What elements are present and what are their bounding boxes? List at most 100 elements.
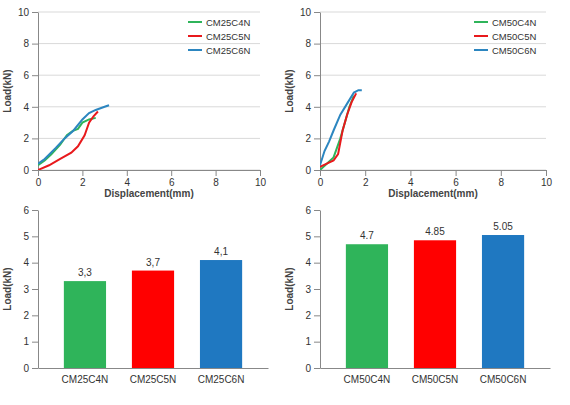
- tick-label: 6: [169, 177, 175, 188]
- series-line: [38, 112, 98, 170]
- tick-label: 10: [541, 177, 553, 188]
- bar: [132, 271, 174, 368]
- grid-line: [320, 138, 546, 139]
- tick: 2: [305, 310, 320, 321]
- tick-mark: [32, 75, 38, 76]
- tick-mark: [32, 315, 38, 316]
- tick-mark: [32, 44, 38, 45]
- legend-swatch: [474, 21, 488, 23]
- tick-label: 4: [305, 102, 311, 113]
- tick-mark: [32, 368, 38, 369]
- tick: 0: [305, 165, 320, 176]
- legend-swatch: [474, 35, 488, 37]
- legend-label: CM50C5N: [492, 31, 536, 42]
- legend-item: CM25C5N: [188, 31, 250, 42]
- legend-label: CM50C6N: [492, 45, 536, 56]
- tick: 6: [305, 205, 320, 216]
- data-label: 4.7: [360, 230, 374, 241]
- tick-mark: [314, 12, 320, 13]
- tick-label: CM25C4N: [62, 374, 109, 385]
- grid-line: [320, 106, 546, 107]
- tick-mark: [314, 44, 320, 45]
- grid-line: [38, 138, 260, 139]
- tick-label: 4: [125, 177, 131, 188]
- tick: 8: [499, 170, 505, 188]
- tick: 10: [300, 7, 320, 18]
- tick-label: 10: [18, 7, 30, 18]
- grid-line: [38, 170, 260, 171]
- tick: 10: [255, 170, 267, 188]
- x-axis: 0246810: [318, 170, 553, 188]
- tick-label: 6: [453, 177, 459, 188]
- grid-line: [38, 106, 260, 107]
- tick-label: CM50C6N: [480, 374, 527, 385]
- tick-label: 8: [213, 177, 219, 188]
- tick-mark: [127, 170, 128, 176]
- tick: CM50C5N: [412, 368, 459, 385]
- tick-mark: [365, 170, 366, 176]
- series-line: [320, 90, 362, 165]
- axis-line: [321, 368, 551, 369]
- tick-label: 0: [23, 165, 29, 176]
- tick: 8: [23, 38, 38, 49]
- tick-label: 5: [23, 231, 29, 242]
- tick-mark: [320, 170, 321, 176]
- plot-area: [38, 105, 109, 170]
- panel: 0246810Load(kN)0246810Displacement(mm)CM…: [284, 7, 552, 199]
- legend-item: CM25C4N: [188, 17, 250, 28]
- tick-label: 2: [305, 133, 311, 144]
- tick: 0: [318, 170, 324, 188]
- tick: 6: [23, 205, 38, 216]
- legend-swatch: [188, 21, 202, 23]
- tick-mark: [32, 12, 38, 13]
- x-axis: CM25C4NCM25C5NCM25C6N: [39, 368, 269, 385]
- axis-line: [39, 170, 261, 171]
- grid-line: [320, 170, 546, 171]
- tick: 10: [541, 170, 553, 188]
- tick-mark: [314, 210, 320, 211]
- tick-label: 8: [23, 38, 29, 49]
- tick-mark: [314, 75, 320, 76]
- tick: 0: [36, 170, 42, 188]
- tick: 8: [305, 38, 320, 49]
- tick-label: 10: [255, 177, 267, 188]
- tick: 2: [23, 310, 38, 321]
- series-line: [320, 93, 356, 166]
- tick: 3: [23, 284, 38, 295]
- legend-swatch: [474, 49, 488, 51]
- tick-label: 8: [499, 177, 505, 188]
- axis-line: [38, 13, 39, 171]
- bar: [64, 281, 106, 368]
- legend-item: CM25C6N: [188, 45, 250, 56]
- data-labels: 4.74.855.05: [360, 221, 513, 241]
- tick: 3: [305, 284, 320, 295]
- tick: 4: [23, 257, 38, 268]
- tick: 0: [305, 363, 320, 374]
- tick-mark: [82, 170, 83, 176]
- panel: 0123456Load(kN)CM50C4NCM50C5NCM50C6N4.74…: [284, 205, 551, 385]
- tick: CM25C6N: [198, 368, 245, 385]
- legend-swatch: [188, 49, 202, 51]
- data-label: 3,3: [78, 267, 92, 278]
- tick-mark: [32, 236, 38, 237]
- x-axis: CM50C4NCM50C5NCM50C6N: [321, 368, 551, 385]
- tick-label: 0: [318, 177, 324, 188]
- tick-label: 2: [363, 177, 369, 188]
- x-axis-title: Displacement(mm): [388, 188, 477, 199]
- figure: 0246810Load(kN)0246810Displacement(mm)CM…: [0, 0, 570, 405]
- tick-label: 0: [36, 177, 42, 188]
- tick: 4: [23, 102, 38, 113]
- legend-label: CM25C6N: [206, 45, 250, 56]
- tick-mark: [32, 210, 38, 211]
- tick-label: 6: [305, 205, 311, 216]
- axis-line: [320, 13, 321, 171]
- series-line: [320, 96, 354, 170]
- tick: 5: [305, 231, 320, 242]
- axis-line: [321, 170, 547, 171]
- tick-label: 2: [80, 177, 86, 188]
- tick: 2: [363, 170, 369, 188]
- plot-area: [320, 90, 362, 170]
- tick-mark: [456, 170, 457, 176]
- tick-label: 2: [305, 310, 311, 321]
- tick: 8: [213, 170, 219, 188]
